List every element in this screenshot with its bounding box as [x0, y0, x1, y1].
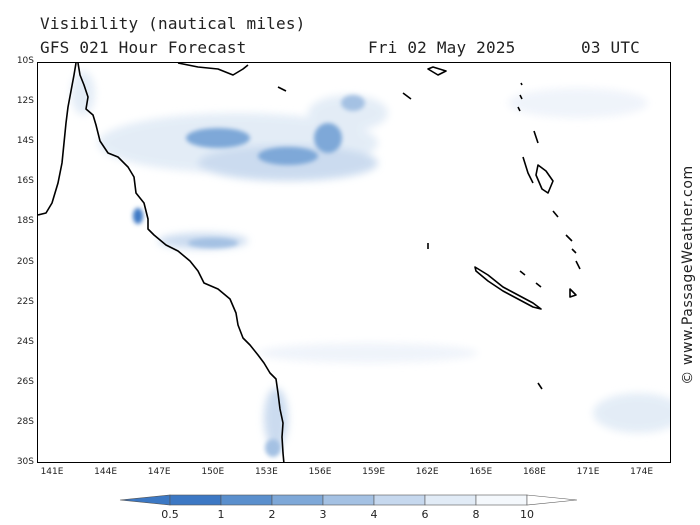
- fog-patch-mid-sea: [258, 343, 478, 363]
- lon-label-156e: 156E: [308, 467, 332, 477]
- lon-label-168e: 168E: [522, 467, 546, 477]
- vanuatu-b: [535, 164, 554, 194]
- lon-label-174e: 174E: [630, 467, 654, 477]
- legend-tick-2: 2: [268, 508, 276, 521]
- lon-label-159e: 159E: [362, 467, 386, 477]
- fog-core-brisbane: [265, 439, 281, 457]
- lon-label-144e: 144E: [94, 467, 118, 477]
- lat-label-20s: 20S: [16, 256, 34, 267]
- cape-york-west: [38, 63, 77, 216]
- fog-core-west: [186, 128, 250, 148]
- legend-arrow-low: [119, 494, 171, 506]
- visibility-shading: [71, 71, 670, 448]
- lon-label-153e: 153E: [254, 467, 278, 477]
- legend-swatch-3: [322, 494, 375, 506]
- lat-label-22s: 22S: [16, 296, 34, 307]
- legend-tick-5: 6: [421, 508, 429, 521]
- title-time: 03 UTC: [581, 38, 640, 57]
- lat-label-10s: 10S: [16, 56, 34, 66]
- lon-label-150e: 150E: [201, 467, 225, 477]
- vanuatu-c: [533, 130, 539, 144]
- legend-swatch-6: [475, 494, 528, 506]
- australia-east-coast: [77, 63, 285, 462]
- islands-north: [277, 66, 447, 100]
- legend-tick-7: 10: [520, 508, 534, 521]
- small-islands: [427, 82, 543, 390]
- lon-label-162e: 162E: [415, 467, 439, 477]
- lat-label-28s: 28S: [16, 416, 34, 427]
- legend-swatch-1: [220, 494, 273, 506]
- fog-core-north: [341, 95, 365, 111]
- lat-label-18s: 18S: [16, 216, 34, 227]
- visibility-shading-dense: [133, 95, 365, 457]
- legend-swatch-5: [424, 494, 477, 506]
- lon-label-141e: 141E: [40, 467, 64, 477]
- title-model: GFS 021 Hour Forecast: [40, 38, 247, 57]
- lat-label-30s: 30S: [16, 457, 34, 467]
- fog-core-east: [314, 123, 342, 153]
- legend-swatch-0: [169, 494, 222, 506]
- loyalty-islands: [519, 270, 577, 298]
- vanuatu-a: [522, 156, 534, 184]
- fog-patch-gulf-north: [308, 95, 388, 131]
- vanuatu-d: [552, 210, 559, 218]
- fog-patch-se-south: [593, 393, 670, 433]
- legend-tick-3: 3: [319, 508, 327, 521]
- title-date: Fri 02 May 2025: [368, 38, 516, 57]
- legend-tick-6: 8: [472, 508, 480, 521]
- title-variable: Visibility (nautical miles): [40, 14, 306, 33]
- fog-core-cairns: [133, 208, 143, 224]
- lat-label-12s: 12S: [16, 96, 34, 107]
- lat-label-26s: 26S: [16, 376, 34, 387]
- legend-arrow-high: [526, 494, 578, 506]
- lat-label-16s: 16S: [16, 176, 34, 187]
- fog-core-central: [258, 147, 318, 165]
- visibility-map: [37, 62, 671, 463]
- map-canvas: [38, 63, 670, 462]
- lat-label-14s: 14S: [16, 136, 34, 147]
- legend-swatch-2: [271, 494, 324, 506]
- fog-core-cairns-band: [188, 238, 238, 248]
- lat-label-24s: 24S: [16, 336, 34, 347]
- fog-patch-brisbane: [264, 388, 288, 448]
- new-caledonia: [474, 266, 542, 310]
- legend-tick-4: 4: [370, 508, 378, 521]
- credit-watermark: © www.PassageWeather.com: [680, 165, 696, 385]
- legend-colorbar: [119, 494, 578, 506]
- legend-tick-0: 0.5: [161, 508, 179, 521]
- papua-coast: [177, 63, 249, 76]
- fog-patch-east-north: [508, 88, 648, 118]
- legend-tick-1: 1: [217, 508, 225, 521]
- coastlines: [38, 63, 581, 462]
- lon-label-147e: 147E: [147, 467, 171, 477]
- legend-swatch-4: [373, 494, 426, 506]
- fog-patch-cape-york: [71, 71, 95, 115]
- vanuatu-e: [565, 234, 581, 270]
- lon-label-171e: 171E: [576, 467, 600, 477]
- lon-label-165e: 165E: [469, 467, 493, 477]
